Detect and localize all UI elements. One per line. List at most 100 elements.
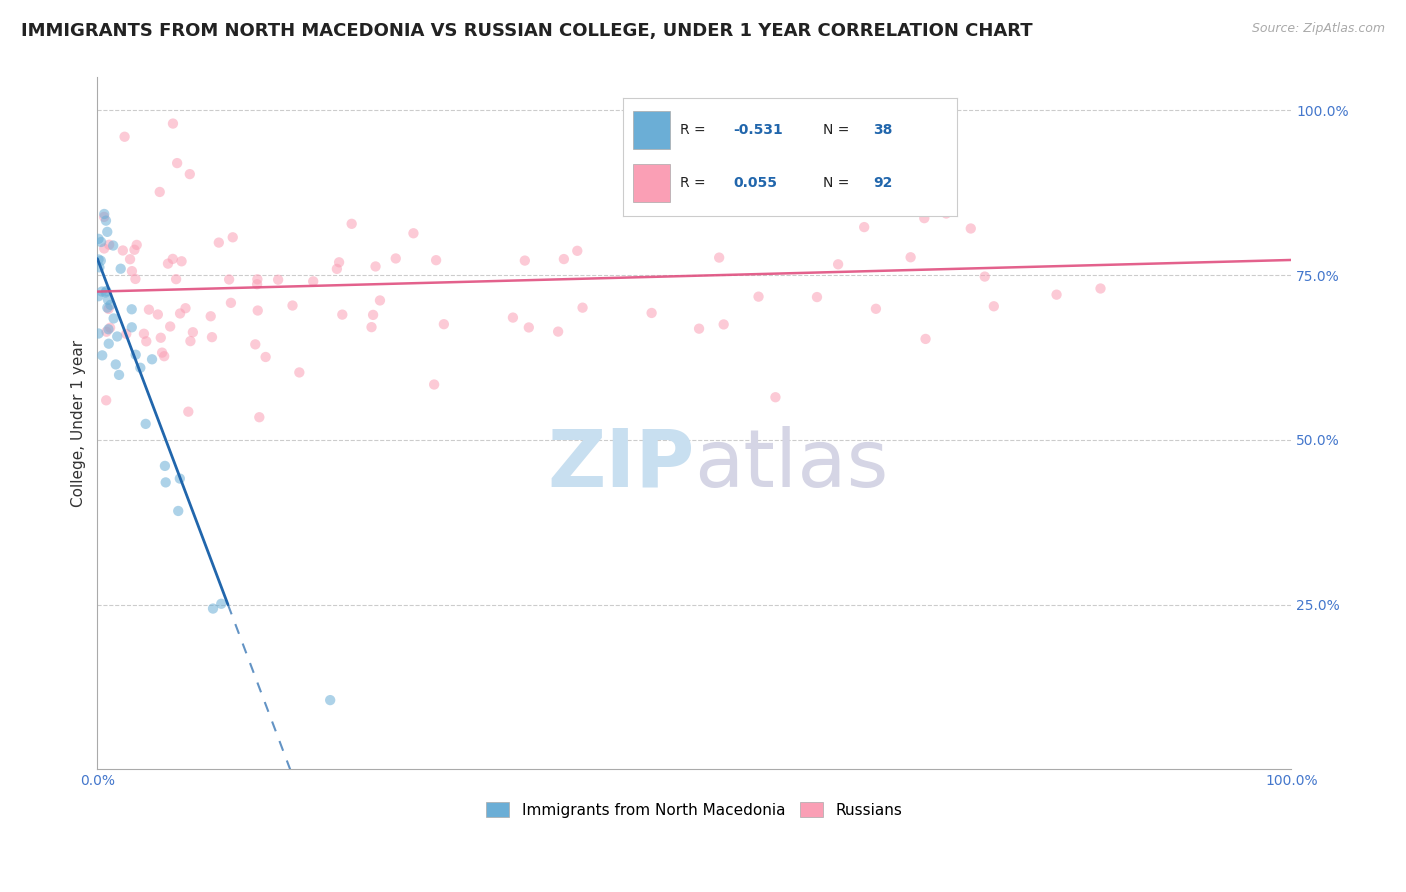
Point — [177, 405, 200, 419]
Point — [87, 232, 110, 246]
Point — [111, 244, 134, 258]
Point — [174, 301, 197, 316]
Point — [159, 319, 181, 334]
Point — [149, 185, 172, 199]
Point — [153, 349, 176, 363]
Point — [90, 253, 112, 268]
Point — [118, 252, 141, 267]
Point — [96, 325, 118, 339]
Point — [748, 290, 770, 304]
Point — [1090, 281, 1112, 295]
Point — [165, 272, 187, 286]
Point — [93, 242, 115, 256]
Point — [281, 299, 304, 313]
Point — [246, 303, 269, 318]
Y-axis label: College, Under 1 year: College, Under 1 year — [72, 340, 86, 507]
Point — [115, 326, 138, 341]
Point — [153, 458, 176, 473]
Point — [155, 475, 177, 490]
Point — [201, 330, 224, 344]
Point — [179, 334, 201, 348]
Point — [135, 334, 157, 349]
Point — [973, 269, 995, 284]
Point — [121, 264, 143, 278]
Point — [553, 252, 575, 266]
Point — [209, 597, 232, 611]
Text: Source: ZipAtlas.com: Source: ZipAtlas.com — [1251, 22, 1385, 36]
Point — [105, 329, 128, 343]
Point — [402, 227, 425, 241]
Point — [267, 273, 290, 287]
Point — [794, 132, 817, 146]
Point — [340, 217, 363, 231]
Point — [218, 272, 240, 286]
Point — [87, 289, 110, 303]
Point — [121, 320, 143, 334]
Point — [326, 261, 349, 276]
Point — [181, 325, 204, 339]
Point — [141, 352, 163, 367]
Point — [571, 301, 593, 315]
Point — [806, 290, 828, 304]
Point — [108, 368, 131, 382]
Point — [121, 302, 143, 317]
Point — [935, 206, 957, 220]
Point — [103, 311, 125, 326]
Point — [97, 301, 120, 316]
Point — [361, 308, 384, 322]
Point — [104, 358, 127, 372]
Text: IMMIGRANTS FROM NORTH MACEDONIA VS RUSSIAN COLLEGE, UNDER 1 YEAR CORRELATION CHA: IMMIGRANTS FROM NORTH MACEDONIA VS RUSSI… — [21, 22, 1033, 40]
Point — [959, 221, 981, 235]
Point — [89, 260, 111, 275]
Point — [90, 285, 112, 299]
Point — [900, 250, 922, 264]
Point — [98, 320, 121, 334]
Point — [132, 326, 155, 341]
Point — [124, 272, 146, 286]
Point — [425, 253, 447, 268]
Point — [90, 235, 112, 249]
Point — [156, 257, 179, 271]
Point — [245, 337, 267, 351]
Point — [360, 320, 382, 334]
Point — [97, 322, 120, 336]
Point — [135, 417, 157, 431]
Point — [179, 167, 201, 181]
Point — [914, 332, 936, 346]
Point — [219, 296, 242, 310]
Point — [103, 238, 125, 252]
Point — [319, 693, 342, 707]
Point — [162, 252, 184, 266]
Point — [368, 293, 391, 308]
Point — [513, 253, 536, 268]
Point — [167, 504, 190, 518]
Point — [96, 301, 118, 315]
Point — [222, 230, 245, 244]
Point — [91, 348, 114, 362]
Point — [384, 252, 406, 266]
Point — [201, 601, 224, 615]
Point — [246, 272, 269, 286]
Point — [87, 326, 110, 341]
Point — [169, 472, 191, 486]
Point — [827, 257, 849, 271]
Point — [688, 321, 710, 335]
Point — [302, 274, 325, 288]
Point — [93, 210, 115, 224]
Point — [328, 255, 350, 269]
Point — [150, 345, 173, 359]
Point — [146, 308, 169, 322]
Text: ZIP: ZIP — [547, 425, 695, 504]
Point — [169, 306, 191, 320]
Point — [200, 310, 222, 324]
Point — [149, 331, 172, 345]
Point — [162, 117, 184, 131]
Point — [94, 285, 117, 300]
Point — [87, 252, 110, 267]
Point — [110, 261, 132, 276]
Point — [707, 251, 730, 265]
Point — [96, 393, 118, 408]
Point — [97, 293, 120, 307]
Point — [125, 238, 148, 252]
Point — [246, 277, 269, 292]
